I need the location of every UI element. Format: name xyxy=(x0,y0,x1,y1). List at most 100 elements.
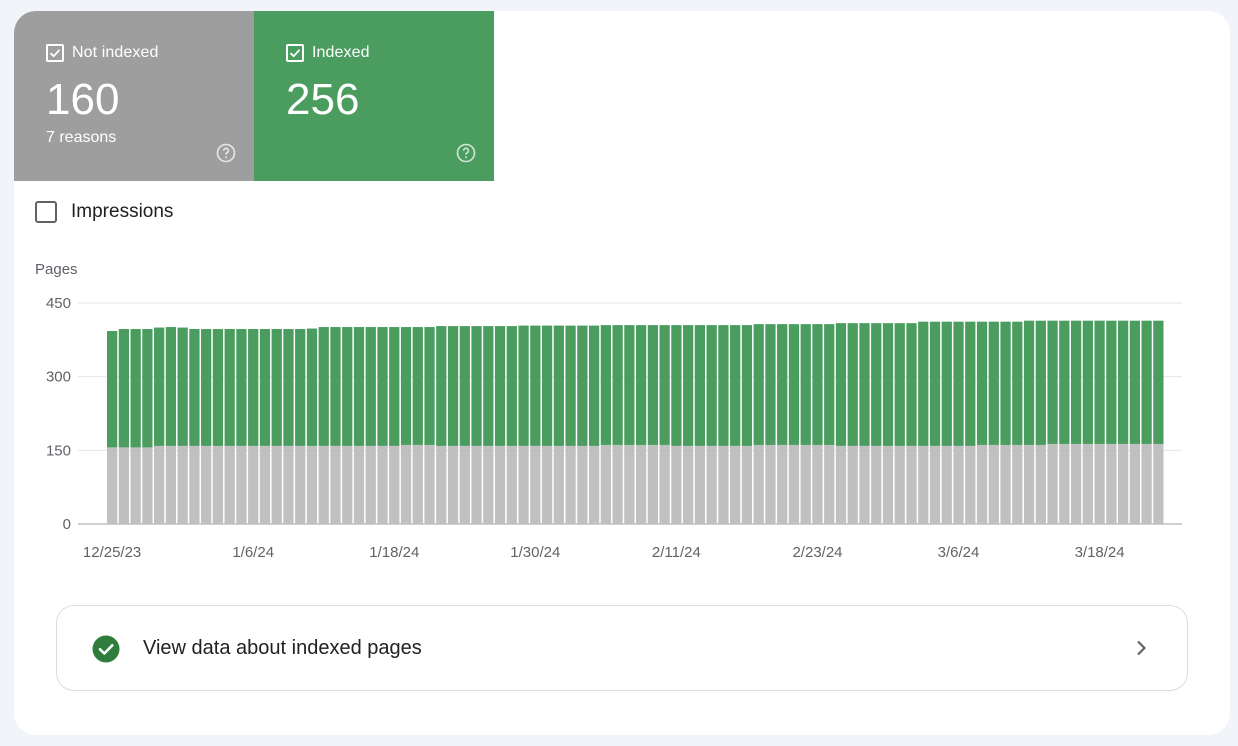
bar-not-indexed[interactable] xyxy=(447,445,459,524)
bar-indexed[interactable] xyxy=(1129,320,1140,444)
bar-indexed[interactable] xyxy=(518,325,529,446)
bar-not-indexed[interactable] xyxy=(295,445,306,524)
bar-indexed[interactable] xyxy=(1012,321,1023,445)
bar-indexed[interactable] xyxy=(365,327,376,446)
bar-indexed[interactable] xyxy=(788,324,800,445)
impressions-toggle[interactable]: Impressions xyxy=(35,201,173,223)
bar-indexed[interactable] xyxy=(165,327,177,446)
bar-not-indexed[interactable] xyxy=(706,445,717,524)
help-icon[interactable] xyxy=(216,143,236,163)
bar-indexed[interactable] xyxy=(412,327,423,445)
bar-indexed[interactable] xyxy=(389,327,400,446)
bar-not-indexed[interactable] xyxy=(859,445,870,524)
bar-not-indexed[interactable] xyxy=(518,445,529,524)
bar-not-indexed[interactable] xyxy=(1000,444,1011,524)
bar-indexed[interactable] xyxy=(1153,320,1164,444)
bar-not-indexed[interactable] xyxy=(118,447,130,524)
bar-not-indexed[interactable] xyxy=(894,445,905,524)
bar-not-indexed[interactable] xyxy=(353,445,365,524)
bar-indexed[interactable] xyxy=(494,326,506,446)
bar-indexed[interactable] xyxy=(741,325,753,446)
bar-indexed[interactable] xyxy=(730,325,741,446)
help-icon[interactable] xyxy=(456,143,476,163)
bar-indexed[interactable] xyxy=(659,325,670,445)
bar-not-indexed[interactable] xyxy=(224,445,235,524)
bar-indexed[interactable] xyxy=(777,324,788,445)
bar-not-indexed[interactable] xyxy=(471,445,482,524)
bar-not-indexed[interactable] xyxy=(847,445,858,524)
bar-not-indexed[interactable] xyxy=(283,445,294,524)
bar-indexed[interactable] xyxy=(894,323,905,446)
bar-not-indexed[interactable] xyxy=(600,444,611,524)
bar-indexed[interactable] xyxy=(342,327,353,446)
bar-indexed[interactable] xyxy=(706,325,717,446)
bar-indexed[interactable] xyxy=(694,325,706,446)
bar-not-indexed[interactable] xyxy=(588,445,600,524)
bar-indexed[interactable] xyxy=(647,325,659,445)
bar-indexed[interactable] xyxy=(118,329,130,448)
bar-not-indexed[interactable] xyxy=(612,444,623,524)
bar-not-indexed[interactable] xyxy=(788,444,800,524)
bar-indexed[interactable] xyxy=(965,321,976,446)
bar-not-indexed[interactable] xyxy=(318,445,329,524)
bar-indexed[interactable] xyxy=(424,327,435,445)
bar-indexed[interactable] xyxy=(483,326,494,446)
bar-not-indexed[interactable] xyxy=(459,445,470,524)
bar-indexed[interactable] xyxy=(1094,320,1105,444)
bar-not-indexed[interactable] xyxy=(730,445,741,524)
bar-not-indexed[interactable] xyxy=(624,444,635,524)
bar-indexed[interactable] xyxy=(271,329,282,446)
bar-not-indexed[interactable] xyxy=(871,445,882,524)
bar-indexed[interactable] xyxy=(553,325,564,446)
bar-not-indexed[interactable] xyxy=(1047,443,1058,524)
bar-indexed[interactable] xyxy=(459,326,470,446)
bar-indexed[interactable] xyxy=(1023,320,1035,445)
bar-indexed[interactable] xyxy=(436,326,447,446)
bar-indexed[interactable] xyxy=(1141,320,1152,444)
bar-indexed[interactable] xyxy=(953,321,964,446)
bar-indexed[interactable] xyxy=(318,327,329,446)
bar-indexed[interactable] xyxy=(1035,320,1046,445)
bar-not-indexed[interactable] xyxy=(1129,443,1140,524)
bar-indexed[interactable] xyxy=(212,329,224,446)
bar-not-indexed[interactable] xyxy=(377,445,388,524)
bar-indexed[interactable] xyxy=(471,326,482,446)
bar-indexed[interactable] xyxy=(882,323,894,446)
bar-indexed[interactable] xyxy=(248,329,259,446)
bar-indexed[interactable] xyxy=(1047,320,1058,444)
bar-not-indexed[interactable] xyxy=(342,445,353,524)
bar-not-indexed[interactable] xyxy=(412,444,423,524)
bar-not-indexed[interactable] xyxy=(389,445,400,524)
bar-not-indexed[interactable] xyxy=(636,444,647,524)
bar-indexed[interactable] xyxy=(295,329,306,446)
bar-not-indexed[interactable] xyxy=(436,445,447,524)
bar-indexed[interactable] xyxy=(871,323,882,446)
bar-not-indexed[interactable] xyxy=(976,444,988,524)
bar-indexed[interactable] xyxy=(177,327,188,446)
bar-not-indexed[interactable] xyxy=(718,445,729,524)
impressions-checkbox[interactable] xyxy=(35,201,57,223)
bar-not-indexed[interactable] xyxy=(812,444,823,524)
bar-not-indexed[interactable] xyxy=(800,444,811,524)
bar-indexed[interactable] xyxy=(671,325,682,446)
bar-indexed[interactable] xyxy=(929,321,941,446)
bar-indexed[interactable] xyxy=(530,325,541,446)
bar-indexed[interactable] xyxy=(330,327,341,446)
bar-indexed[interactable] xyxy=(859,323,870,446)
bar-not-indexed[interactable] xyxy=(236,445,247,524)
bar-indexed[interactable] xyxy=(600,325,611,445)
bar-indexed[interactable] xyxy=(988,321,999,445)
bar-indexed[interactable] xyxy=(1117,320,1129,444)
bar-indexed[interactable] xyxy=(1000,321,1011,445)
bar-not-indexed[interactable] xyxy=(154,445,165,524)
bar-indexed[interactable] xyxy=(624,325,635,445)
bar-not-indexed[interactable] xyxy=(271,445,282,524)
bar-not-indexed[interactable] xyxy=(835,445,847,524)
bar-not-indexed[interactable] xyxy=(753,444,764,524)
not-indexed-tile[interactable]: Not indexed 160 7 reasons xyxy=(14,11,254,181)
bar-not-indexed[interactable] xyxy=(824,444,835,524)
bar-not-indexed[interactable] xyxy=(929,445,941,524)
bar-indexed[interactable] xyxy=(142,329,153,448)
bar-not-indexed[interactable] xyxy=(1094,443,1105,524)
bar-indexed[interactable] xyxy=(236,329,247,446)
